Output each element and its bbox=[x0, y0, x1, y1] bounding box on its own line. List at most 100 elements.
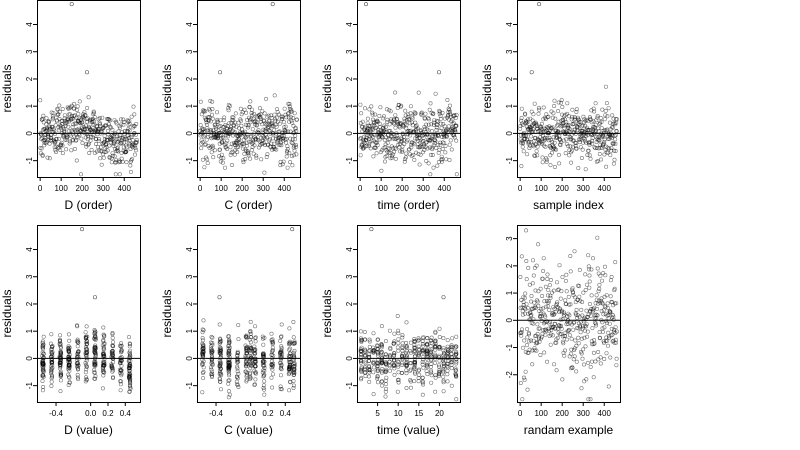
data-point bbox=[408, 361, 413, 366]
plot-frame bbox=[197, 225, 301, 403]
data-point bbox=[606, 330, 611, 335]
data-point bbox=[539, 334, 544, 339]
data-point bbox=[41, 384, 46, 389]
data-point bbox=[274, 147, 279, 152]
data-point bbox=[393, 125, 398, 130]
data-point bbox=[601, 130, 606, 135]
data-point bbox=[111, 340, 116, 345]
data-point bbox=[244, 359, 249, 364]
data-point bbox=[523, 307, 528, 312]
data-point bbox=[583, 344, 588, 349]
data-point bbox=[287, 104, 292, 109]
data-point bbox=[453, 368, 458, 373]
data-point bbox=[375, 350, 380, 355]
data-point bbox=[76, 115, 81, 120]
data-point bbox=[417, 162, 422, 167]
data-point bbox=[566, 114, 571, 119]
data-point bbox=[571, 121, 576, 126]
data-point bbox=[210, 355, 215, 360]
outlier-point bbox=[436, 70, 441, 75]
data-point bbox=[584, 117, 589, 122]
data-point bbox=[366, 358, 371, 363]
data-point bbox=[608, 355, 613, 360]
data-point bbox=[371, 154, 376, 159]
data-point bbox=[441, 374, 446, 379]
data-point bbox=[131, 104, 136, 109]
data-point bbox=[454, 172, 459, 177]
data-point bbox=[581, 347, 586, 352]
data-point bbox=[520, 123, 525, 128]
data-point bbox=[445, 338, 450, 343]
data-point bbox=[102, 133, 107, 138]
data-point bbox=[548, 342, 553, 347]
data-point bbox=[447, 103, 452, 108]
data-point bbox=[400, 149, 405, 154]
data-point bbox=[592, 341, 597, 346]
data-point bbox=[614, 329, 619, 334]
data-point bbox=[429, 368, 434, 373]
data-point bbox=[396, 341, 401, 346]
data-point bbox=[366, 123, 371, 128]
data-point bbox=[408, 111, 413, 116]
data-point bbox=[522, 377, 527, 382]
data-point bbox=[449, 343, 454, 348]
data-point bbox=[62, 129, 67, 134]
data-point bbox=[598, 143, 603, 148]
data-point bbox=[408, 367, 413, 372]
data-point bbox=[226, 334, 231, 339]
data-point bbox=[363, 361, 368, 366]
data-point bbox=[265, 126, 270, 131]
y-tick-label: 1 bbox=[185, 103, 194, 108]
data-point bbox=[595, 235, 600, 240]
data-point bbox=[527, 146, 532, 151]
data-point bbox=[388, 347, 393, 352]
data-point bbox=[290, 163, 295, 168]
data-point bbox=[128, 163, 133, 168]
data-point bbox=[380, 359, 385, 364]
data-point bbox=[602, 128, 607, 133]
data-point bbox=[97, 116, 102, 121]
data-point bbox=[106, 122, 111, 127]
data-point bbox=[387, 328, 392, 333]
data-point bbox=[96, 139, 101, 144]
data-point bbox=[244, 143, 249, 148]
data-point bbox=[412, 366, 417, 371]
data-point bbox=[263, 129, 268, 134]
data-point bbox=[365, 121, 370, 126]
data-point bbox=[237, 141, 242, 146]
data-point bbox=[91, 122, 96, 127]
data-point bbox=[454, 138, 459, 143]
data-point bbox=[107, 124, 112, 129]
data-point bbox=[424, 362, 429, 367]
plot-frame bbox=[517, 225, 621, 403]
outlier-point bbox=[537, 2, 542, 7]
data-point bbox=[84, 375, 89, 380]
data-point bbox=[371, 392, 376, 397]
data-point bbox=[287, 347, 292, 352]
data-point bbox=[375, 351, 380, 356]
data-point bbox=[292, 137, 297, 142]
data-point bbox=[101, 353, 106, 358]
data-point bbox=[431, 143, 436, 148]
data-point bbox=[200, 336, 205, 341]
data-point bbox=[200, 338, 205, 343]
data-point bbox=[110, 127, 115, 132]
y-axis-label: residuals bbox=[480, 64, 494, 112]
data-point bbox=[522, 295, 527, 300]
data-point bbox=[54, 136, 59, 141]
data-point bbox=[293, 144, 298, 149]
data-point bbox=[229, 150, 234, 155]
data-point bbox=[609, 146, 614, 151]
data-point bbox=[531, 139, 536, 144]
data-point bbox=[560, 274, 565, 279]
data-point bbox=[441, 358, 446, 363]
data-point bbox=[538, 311, 543, 316]
y-tick-label: 0 bbox=[505, 318, 514, 323]
data-point bbox=[397, 121, 402, 126]
data-point bbox=[66, 367, 71, 372]
data-point bbox=[564, 142, 569, 147]
data-point bbox=[566, 327, 571, 332]
data-point bbox=[590, 326, 595, 331]
data-point bbox=[411, 141, 416, 146]
y-axis-label: residuals bbox=[320, 289, 334, 337]
